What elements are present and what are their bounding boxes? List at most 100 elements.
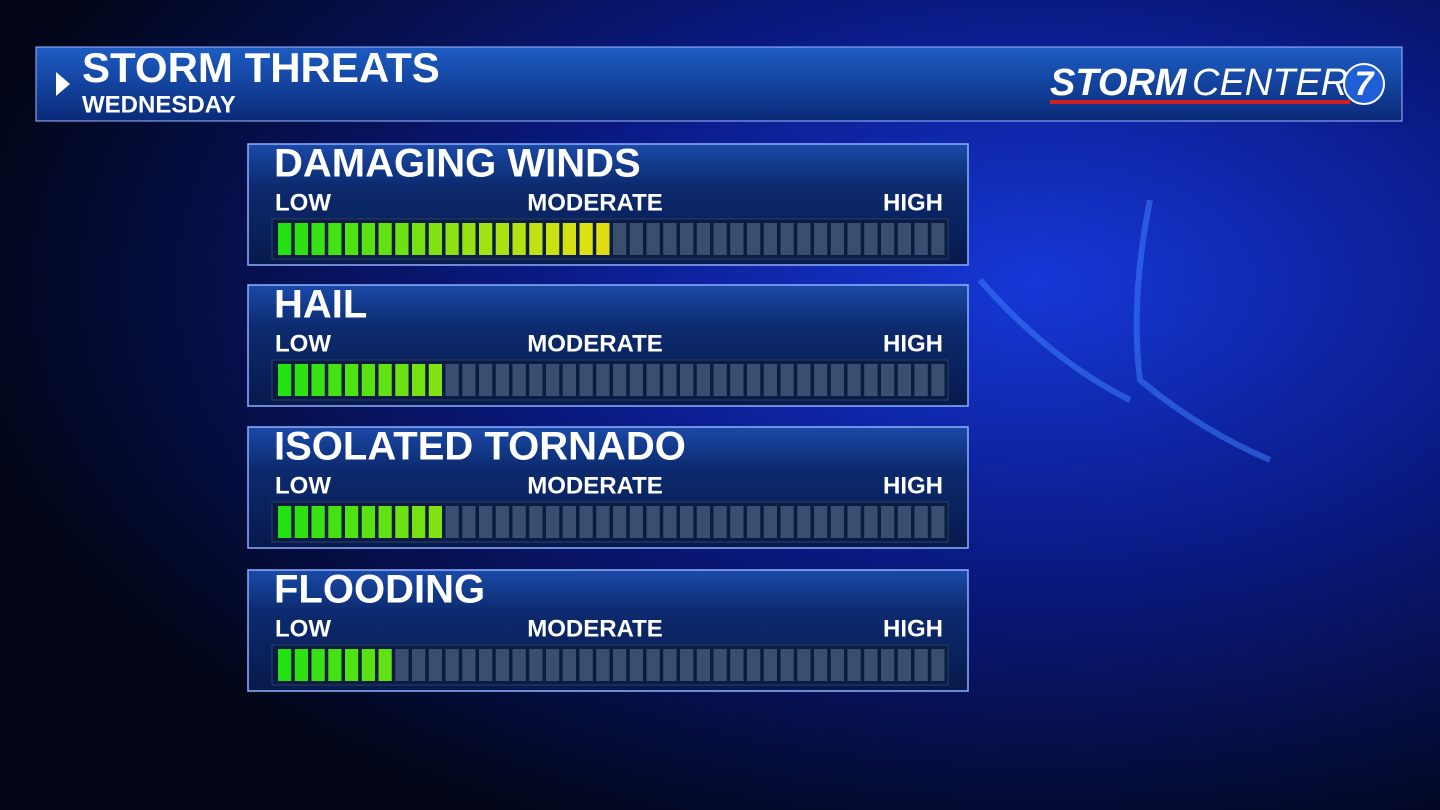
- segment-unlit: [730, 649, 744, 681]
- segment-unlit: [646, 223, 660, 255]
- segment-unlit: [897, 506, 911, 538]
- segment-unlit: [663, 223, 677, 255]
- segment-unlit: [646, 649, 660, 681]
- scale-low: LOW: [275, 472, 331, 499]
- segment-unlit: [713, 223, 727, 255]
- scale-moderate: MODERATE: [527, 472, 663, 499]
- segment-unlit: [629, 364, 643, 396]
- segment-unlit: [663, 506, 677, 538]
- logo-circle: [1343, 63, 1385, 105]
- segment-unlit: [529, 364, 543, 396]
- segment-unlit: [663, 649, 677, 681]
- segment-unlit: [629, 649, 643, 681]
- segment-unlit: [479, 649, 493, 681]
- segment-unlit: [479, 506, 493, 538]
- segment-unlit: [814, 649, 828, 681]
- segment-unlit: [864, 223, 878, 255]
- logo-underline: [1050, 100, 1350, 104]
- segment-unlit: [696, 649, 710, 681]
- segment-unlit: [914, 649, 928, 681]
- segment-unlit: [680, 223, 694, 255]
- segment-lit: [345, 506, 359, 538]
- segment-unlit: [663, 364, 677, 396]
- threat-name: HAIL: [274, 283, 367, 327]
- segment-unlit: [830, 649, 844, 681]
- segment-unlit: [931, 223, 945, 255]
- segment-lit: [294, 649, 308, 681]
- segment-unlit: [814, 364, 828, 396]
- segment-unlit: [747, 223, 761, 255]
- segment-unlit: [613, 506, 627, 538]
- segment-unlit: [428, 649, 442, 681]
- segment-lit: [328, 649, 342, 681]
- segment-unlit: [864, 649, 878, 681]
- segment-lit: [378, 649, 392, 681]
- segment-unlit: [931, 506, 945, 538]
- segment-unlit: [914, 506, 928, 538]
- segment-lit: [546, 223, 560, 255]
- segment-lit: [395, 506, 409, 538]
- segment-lit: [311, 649, 325, 681]
- segment-unlit: [881, 506, 895, 538]
- segment-lit: [361, 506, 375, 538]
- segment-lit: [462, 223, 476, 255]
- threat-panel: ISOLATED TORNADO LOW MODERATE HIGH: [247, 425, 969, 549]
- threat-name: FLOODING: [274, 568, 485, 612]
- segment-lit: [278, 649, 292, 681]
- segment-lit: [294, 223, 308, 255]
- segment-unlit: [646, 364, 660, 396]
- segment-unlit: [864, 506, 878, 538]
- segment-lit: [294, 506, 308, 538]
- segment-unlit: [629, 223, 643, 255]
- segment-unlit: [579, 364, 593, 396]
- segment-unlit: [881, 223, 895, 255]
- segment-lit: [311, 223, 325, 255]
- segment-unlit: [546, 649, 560, 681]
- threat-panel: HAIL LOW MODERATE HIGH: [247, 283, 969, 407]
- segment-unlit: [696, 506, 710, 538]
- logo-word1: STORM: [1050, 62, 1188, 104]
- scale-moderate: MODERATE: [527, 615, 663, 642]
- segment-unlit: [830, 364, 844, 396]
- segment-unlit: [747, 364, 761, 396]
- segment-unlit: [680, 506, 694, 538]
- logo-word2: CENTER: [1192, 62, 1348, 104]
- segment-unlit: [763, 364, 777, 396]
- segment-lit: [412, 223, 426, 255]
- segment-lit: [445, 223, 459, 255]
- scale-moderate: MODERATE: [527, 189, 663, 216]
- segment-unlit: [629, 506, 643, 538]
- segment-unlit: [914, 223, 928, 255]
- segment-unlit: [713, 506, 727, 538]
- segment-unlit: [797, 649, 811, 681]
- segment-unlit: [562, 364, 576, 396]
- scale-high: HIGH: [883, 615, 943, 642]
- segment-unlit: [613, 223, 627, 255]
- segment-lit: [294, 364, 308, 396]
- meter: [278, 364, 945, 396]
- segment-unlit: [646, 506, 660, 538]
- segment-lit: [596, 223, 610, 255]
- segment-unlit: [881, 649, 895, 681]
- segment-lit: [428, 364, 442, 396]
- segment-lit: [562, 223, 576, 255]
- segment-lit: [378, 223, 392, 255]
- segment-unlit: [931, 649, 945, 681]
- segment-unlit: [613, 649, 627, 681]
- header-bar: [35, 46, 1403, 122]
- segment-unlit: [495, 364, 509, 396]
- segment-unlit: [847, 364, 861, 396]
- segment-unlit: [462, 649, 476, 681]
- header-subtitle: WEDNESDAY: [82, 91, 236, 118]
- segment-lit: [361, 223, 375, 255]
- segment-lit: [412, 506, 426, 538]
- segment-unlit: [797, 364, 811, 396]
- segment-lit: [378, 506, 392, 538]
- segment-lit: [345, 364, 359, 396]
- logo-number: 7: [1355, 65, 1376, 103]
- scale-low: LOW: [275, 330, 331, 357]
- segment-lit: [278, 223, 292, 255]
- segment-unlit: [814, 506, 828, 538]
- header-arrow: [56, 72, 70, 96]
- segment-lit: [345, 649, 359, 681]
